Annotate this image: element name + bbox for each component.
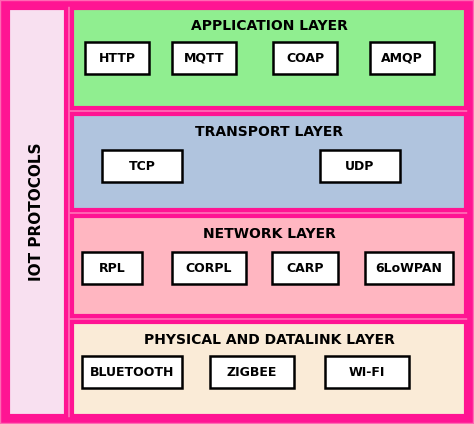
Bar xyxy=(72,322,466,416)
Text: MQTT: MQTT xyxy=(184,51,224,64)
Bar xyxy=(102,150,182,182)
Bar xyxy=(210,356,294,388)
Text: UDP: UDP xyxy=(346,159,374,173)
Text: TCP: TCP xyxy=(128,159,155,173)
Bar xyxy=(72,216,466,316)
Bar xyxy=(82,252,142,284)
Text: HTTP: HTTP xyxy=(99,51,136,64)
Text: CARP: CARP xyxy=(286,262,324,274)
Bar xyxy=(82,356,182,388)
Bar xyxy=(8,8,66,416)
Text: APPLICATION LAYER: APPLICATION LAYER xyxy=(191,19,347,33)
Text: NETWORK LAYER: NETWORK LAYER xyxy=(202,227,336,241)
Text: AMQP: AMQP xyxy=(381,51,423,64)
Text: CORPL: CORPL xyxy=(186,262,232,274)
Bar xyxy=(72,8,466,108)
Bar xyxy=(325,356,409,388)
Bar xyxy=(172,252,246,284)
Bar xyxy=(365,252,453,284)
Text: COAP: COAP xyxy=(286,51,324,64)
Bar xyxy=(273,42,337,74)
Text: IOT PROTOCOLS: IOT PROTOCOLS xyxy=(29,143,45,281)
Text: TRANSPORT LAYER: TRANSPORT LAYER xyxy=(195,125,343,139)
Text: BLUETOOTH: BLUETOOTH xyxy=(90,365,174,379)
Bar xyxy=(172,42,236,74)
Text: WI-FI: WI-FI xyxy=(349,365,385,379)
Bar xyxy=(272,252,338,284)
Bar xyxy=(320,150,400,182)
Text: ZIGBEE: ZIGBEE xyxy=(227,365,277,379)
Bar xyxy=(72,114,466,210)
Text: PHYSICAL AND DATALINK LAYER: PHYSICAL AND DATALINK LAYER xyxy=(144,333,394,347)
Bar xyxy=(85,42,149,74)
Bar xyxy=(370,42,434,74)
Text: RPL: RPL xyxy=(99,262,126,274)
Text: 6LoWPAN: 6LoWPAN xyxy=(375,262,442,274)
